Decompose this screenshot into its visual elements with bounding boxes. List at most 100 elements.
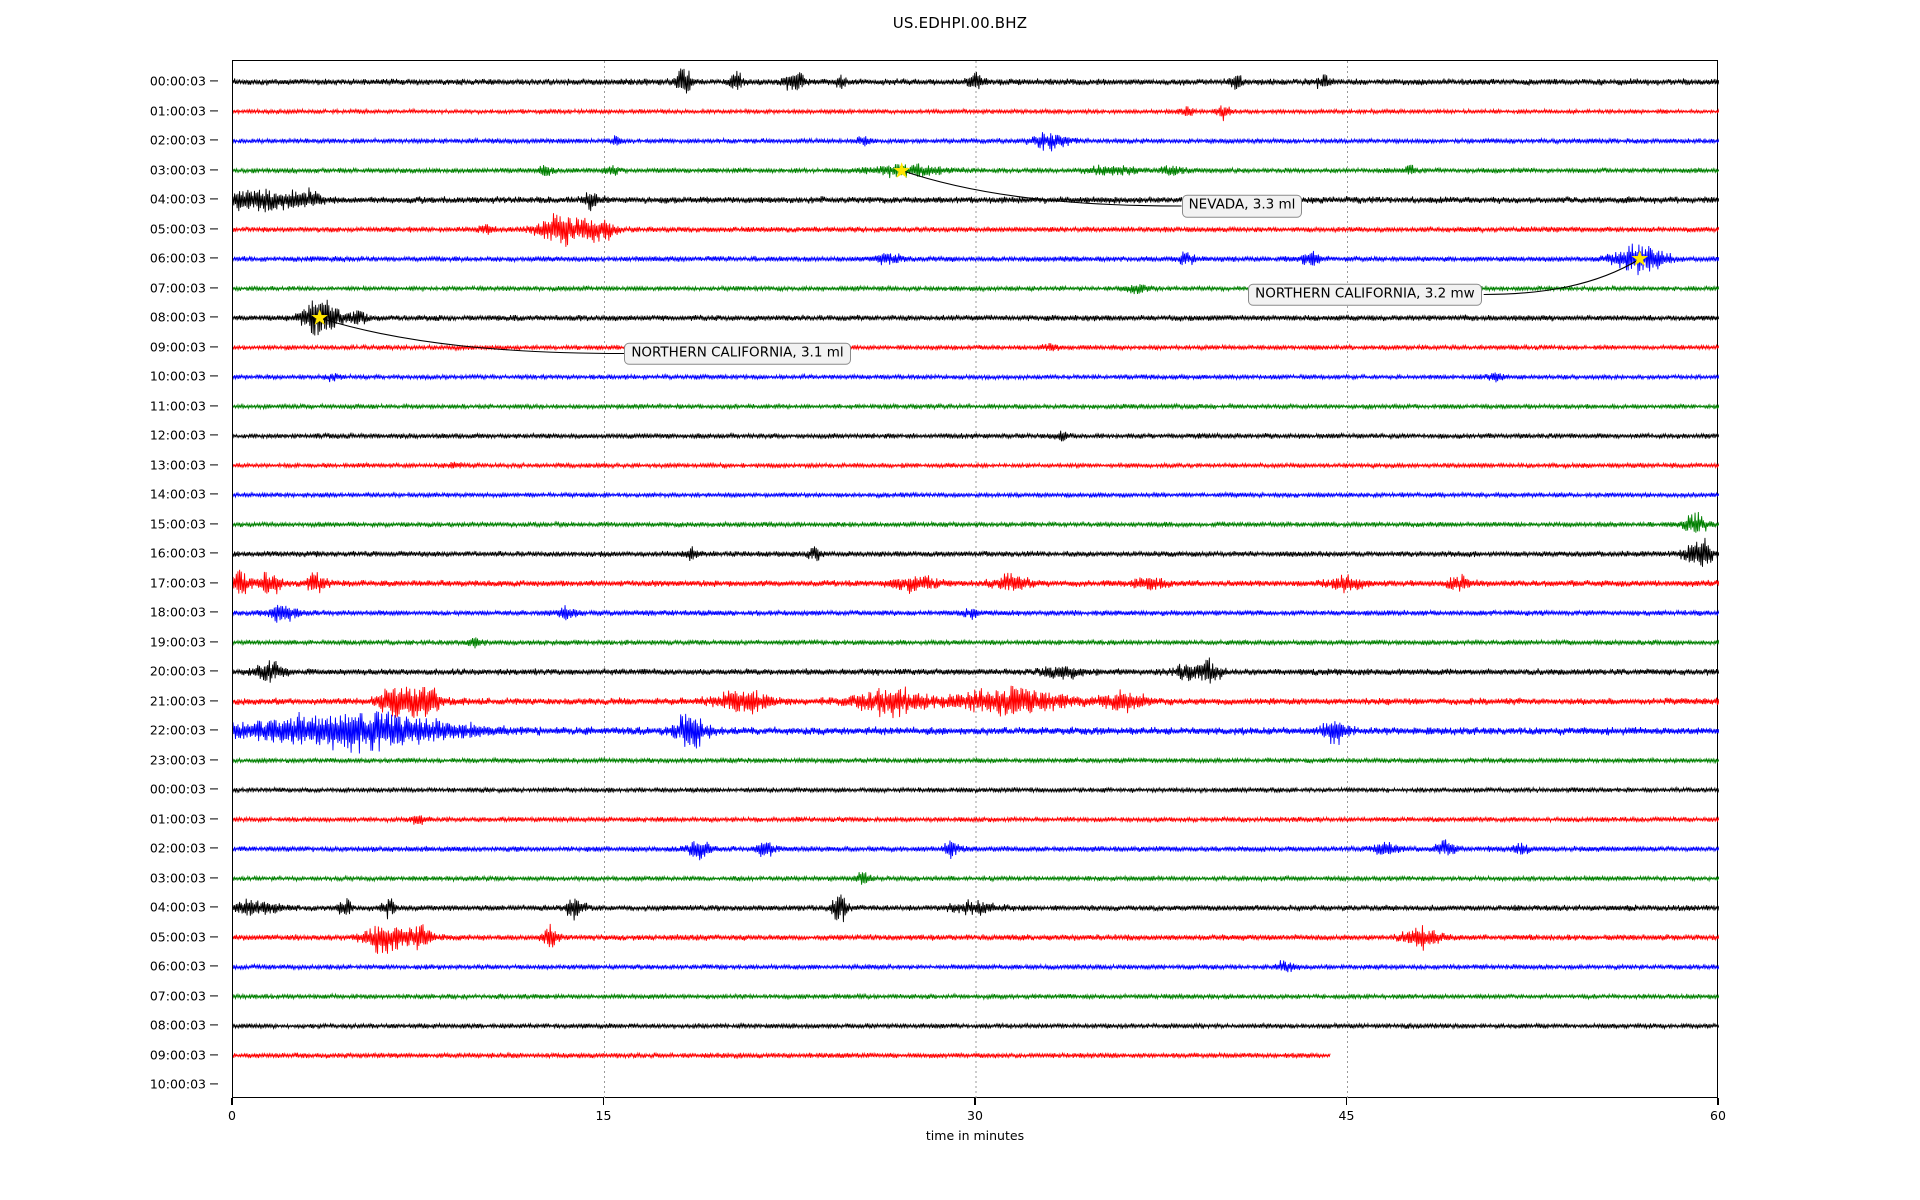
y-axis-tick xyxy=(210,906,218,908)
y-axis-tick xyxy=(210,1024,218,1026)
x-axis-tick-label: 0 xyxy=(228,1108,236,1123)
y-axis-tick-label: 22:00:03 xyxy=(149,722,206,738)
trace-line xyxy=(233,894,1719,923)
x-axis-labels: 0 15 30 45 60 xyxy=(228,1098,1726,1138)
earthquake-star-marker[interactable]: ★ xyxy=(892,158,912,182)
y-axis-tick-label: 12:00:03 xyxy=(149,427,206,443)
y-axis-tick xyxy=(210,493,218,495)
trace-line xyxy=(233,685,1719,719)
y-axis-tick xyxy=(210,522,218,525)
earthquake-star-marker[interactable]: ★ xyxy=(1630,246,1650,271)
y-axis-labels: 00:00:03 01:00:03 02:00:03 03:00:03 04:00:03… xyxy=(0,60,232,1098)
y-axis-tick-label: 03:00:03 xyxy=(149,870,206,885)
x-axis-tick xyxy=(1717,1098,1719,1105)
y-axis-tick xyxy=(210,80,218,82)
y-axis-tick-label: 08:00:03 xyxy=(149,309,206,325)
trace-line xyxy=(233,490,1719,500)
earthquake-annotation-label[interactable]: NORTHERN CALIFORNIA, 3.1 ml xyxy=(624,342,851,365)
trace-line xyxy=(233,711,1719,754)
y-axis-tick-label: 11:00:03 xyxy=(149,398,206,413)
trace-line xyxy=(233,1051,1331,1060)
y-axis-tick-label: 17:00:03 xyxy=(149,575,206,590)
y-axis-tick xyxy=(210,286,218,289)
trace-line xyxy=(233,68,1719,94)
y-axis-tick-label: 04:00:03 xyxy=(149,191,206,207)
trace-line xyxy=(233,132,1719,152)
y-axis-tick-label: 00:00:03 xyxy=(149,781,206,797)
y-axis-tick-label: 16:00:03 xyxy=(149,545,206,561)
y-axis-tick-label: 08:00:03 xyxy=(149,1017,206,1033)
trace-line xyxy=(233,1021,1719,1031)
x-axis-tick-label: 60 xyxy=(1710,1108,1726,1123)
y-axis-tick xyxy=(210,463,218,466)
earthquake-annotation-label[interactable]: NEVADA, 3.3 ml xyxy=(1181,194,1303,218)
trace-line xyxy=(233,839,1719,861)
trace-line xyxy=(233,756,1719,765)
x-axis-tick-label: 30 xyxy=(967,1108,983,1123)
trace-line xyxy=(233,992,1719,1001)
y-axis-tick-label: 02:00:03 xyxy=(149,840,206,856)
y-axis-tick xyxy=(210,345,218,348)
annotation-leader-line xyxy=(1483,258,1641,296)
trace-line xyxy=(233,872,1719,885)
y-axis-tick-label: 14:00:03 xyxy=(149,486,206,502)
y-axis-tick xyxy=(210,1053,218,1056)
x-axis-tick xyxy=(231,1098,233,1105)
x-axis-tick-label: 15 xyxy=(595,1108,612,1123)
y-axis-tick xyxy=(210,640,218,643)
y-axis-tick xyxy=(210,758,218,761)
trace-line xyxy=(233,512,1719,533)
trace-line xyxy=(233,402,1719,411)
x-axis-tick-label: 45 xyxy=(1338,1108,1355,1123)
y-axis-tick xyxy=(210,699,218,702)
y-axis-tick xyxy=(210,581,218,584)
y-axis-tick-label: 21:00:03 xyxy=(149,693,206,708)
earthquake-annotation-label[interactable]: NORTHERN CALIFORNIA, 3.2 mw xyxy=(1248,283,1482,306)
y-axis-tick xyxy=(210,1083,218,1085)
y-axis-tick-label: 23:00:03 xyxy=(149,752,206,767)
y-axis-tick-label: 19:00:03 xyxy=(149,634,206,649)
trace-line xyxy=(233,213,1719,247)
seismogram-traces xyxy=(233,61,1719,1099)
y-axis-tick-label: 01:00:03 xyxy=(149,103,206,118)
y-axis-tick-label: 03:00:03 xyxy=(149,162,206,177)
trace-line xyxy=(233,815,1719,825)
y-axis-tick-label: 18:00:03 xyxy=(149,604,206,620)
y-axis-tick-label: 09:00:03 xyxy=(149,1047,206,1062)
trace-line xyxy=(233,187,1719,213)
trace-line xyxy=(233,430,1719,442)
plot-area: ★ NEVADA, 3.3 ml ★ NORTHERN CALIFORNIA, 3.2… xyxy=(232,60,1719,1099)
x-axis-tick xyxy=(1345,1098,1348,1105)
y-axis-tick xyxy=(210,876,218,879)
y-axis-tick-label: 05:00:03 xyxy=(149,929,206,944)
y-axis-tick-label: 09:00:03 xyxy=(149,339,206,354)
y-axis-tick-label: 20:00:03 xyxy=(149,663,206,679)
y-axis-tick xyxy=(210,198,218,200)
trace-line xyxy=(233,342,1719,352)
trace-line xyxy=(233,657,1719,684)
trace-line xyxy=(233,569,1719,595)
y-axis-tick-label: 07:00:03 xyxy=(149,280,206,295)
y-axis-tick-label: 07:00:03 xyxy=(149,988,206,1003)
earthquake-star-marker[interactable]: ★ xyxy=(310,305,330,330)
trace-line xyxy=(233,537,1719,567)
trace-line xyxy=(233,299,1719,336)
y-axis-tick xyxy=(210,935,218,938)
y-axis-tick xyxy=(210,729,218,731)
trace-line xyxy=(233,923,1719,954)
y-axis-tick-label: 06:00:03 xyxy=(149,958,206,974)
y-axis-tick-label: 00:00:03 xyxy=(149,73,206,89)
y-axis-tick-label: 02:00:03 xyxy=(149,132,206,148)
y-axis-tick-label: 05:00:03 xyxy=(149,221,206,236)
y-axis-tick xyxy=(210,227,218,230)
trace-line xyxy=(233,637,1719,649)
y-axis-tick xyxy=(210,257,218,259)
trace-line xyxy=(233,604,1719,623)
y-axis-tick xyxy=(210,316,218,318)
trace-line xyxy=(233,243,1719,276)
y-axis-tick xyxy=(210,434,218,436)
y-axis-tick xyxy=(210,670,218,672)
annotation-leader-line xyxy=(901,169,1182,207)
y-axis-tick-label: 10:00:03 xyxy=(149,368,206,384)
